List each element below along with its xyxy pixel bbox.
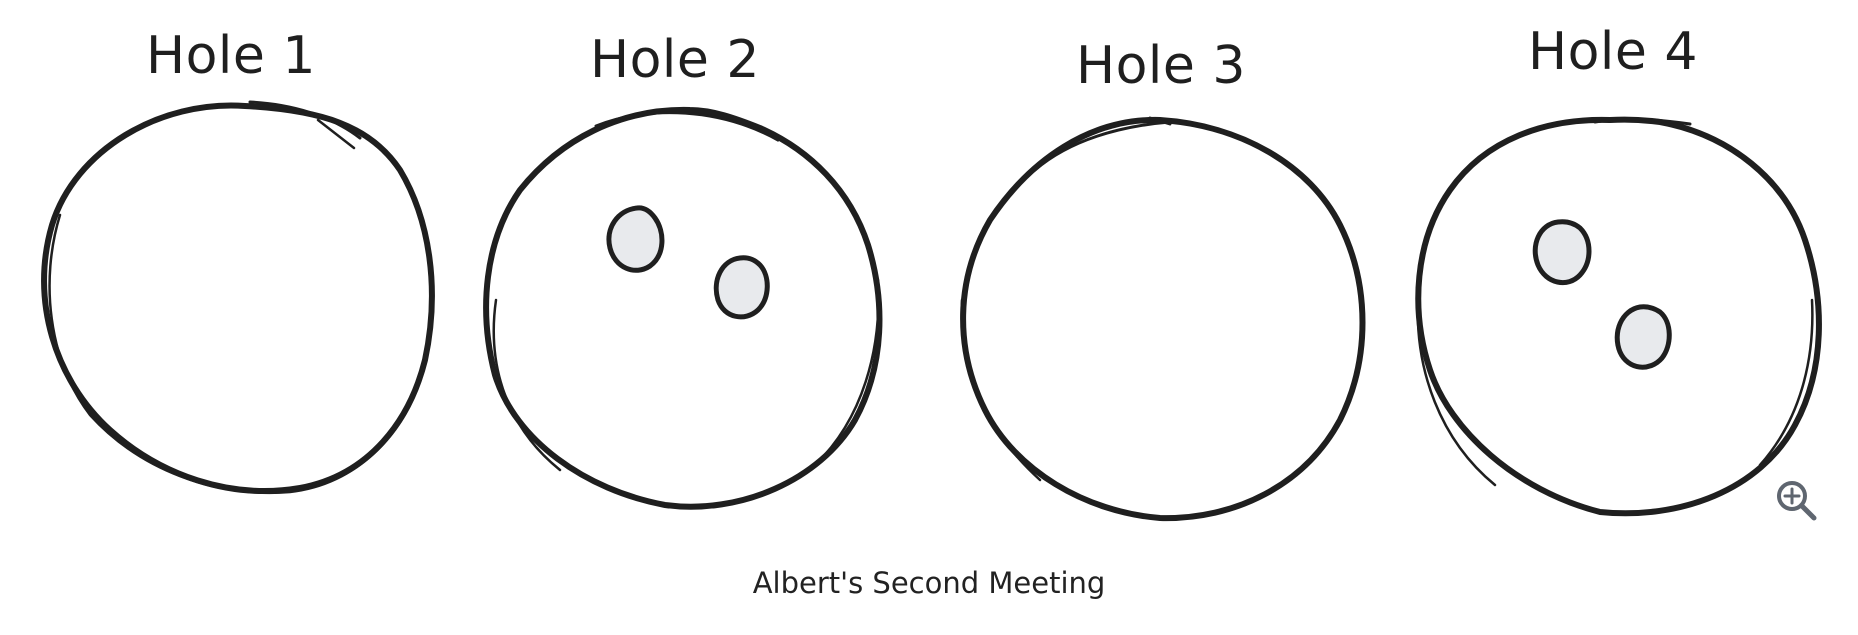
hole-1-title: Hole 1 bbox=[146, 26, 316, 86]
zoom-in-button[interactable] bbox=[1772, 476, 1820, 524]
golf-ball bbox=[1614, 304, 1672, 370]
hole-3-title: Hole 3 bbox=[1076, 36, 1246, 96]
hole-2-circle bbox=[483, 106, 883, 510]
figure-caption: Albert's Second Meeting bbox=[752, 566, 1106, 600]
hole-4-title: Hole 4 bbox=[1528, 22, 1698, 82]
hole-1-circle bbox=[41, 100, 435, 494]
hole-3-circle bbox=[960, 116, 1366, 522]
golf-ball bbox=[1532, 219, 1592, 286]
hole-2-title: Hole 2 bbox=[590, 30, 760, 90]
hole-4-circle bbox=[1415, 116, 1822, 517]
zoom-in-icon bbox=[1777, 481, 1817, 521]
golf-ball bbox=[713, 255, 770, 320]
golf-ball bbox=[606, 205, 665, 273]
